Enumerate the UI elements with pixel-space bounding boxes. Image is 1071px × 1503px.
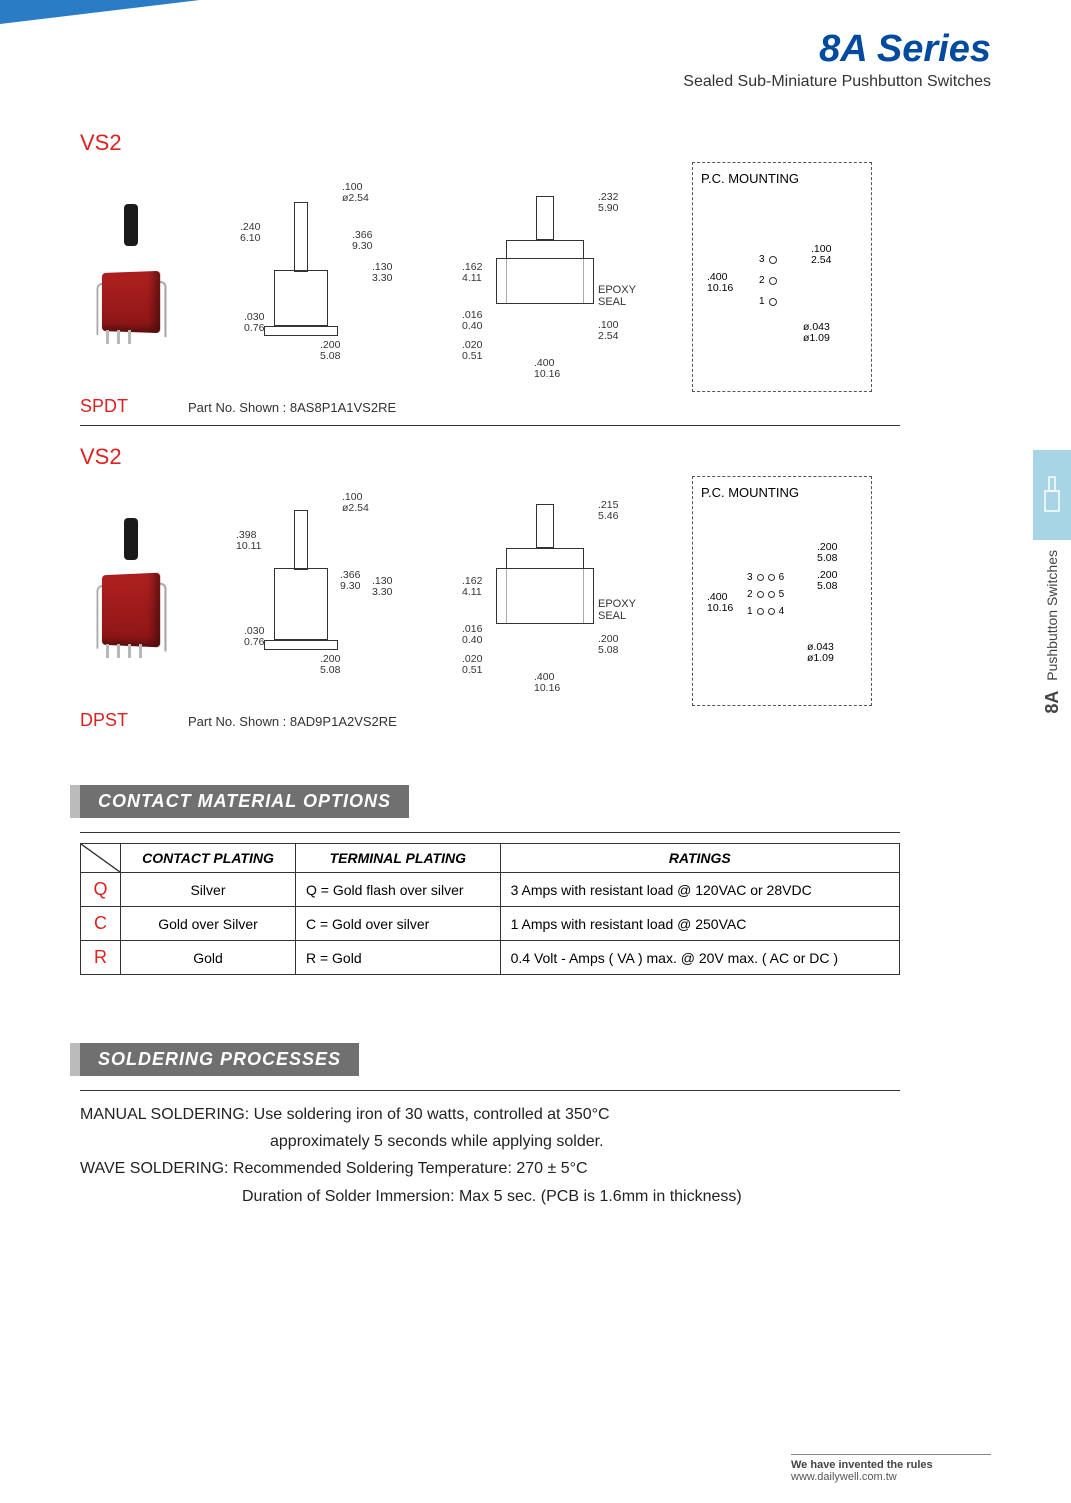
wave-line2: Duration of Solder Immersion: Max 5 sec.… bbox=[242, 1183, 900, 1210]
series-subtitle: Sealed Sub-Miniature Pushbutton Switches bbox=[683, 73, 991, 91]
wave-line1: Recommended Soldering Temperature: 270 ±… bbox=[233, 1160, 588, 1177]
pc-mounting-spdt: P.C. MOUNTING 3 2 1 .40010.16 .1002.54 ø… bbox=[692, 162, 872, 392]
variant-label-1: VS2 bbox=[80, 130, 900, 156]
front-diagram-spdt: .100ø2.54 .2406.10 .3669.30 .1303.30 .03… bbox=[204, 162, 424, 372]
table-row: Q Silver Q = Gold flash over silver 3 Am… bbox=[81, 873, 900, 907]
main-content: VS2 .100ø2.54 .2406.10 .3669.30 .1303.30… bbox=[80, 130, 900, 1210]
type-spdt: SPDT bbox=[80, 396, 128, 417]
manual-line1: Use soldering iron of 30 watts, controll… bbox=[254, 1106, 610, 1123]
dpst-row: .100ø2.54 .39810.11 .3669.30 .1303.30 .0… bbox=[80, 476, 900, 706]
manual-soldering-label: MANUAL SOLDERING: bbox=[80, 1106, 249, 1123]
type-dpst: DPST bbox=[80, 710, 128, 731]
footer-url: www.dailywell.com.tw bbox=[791, 1471, 991, 1483]
side-tab-label: 8A Pushbutton Switches bbox=[1042, 550, 1063, 714]
manual-line2: approximately 5 seconds while applying s… bbox=[270, 1128, 900, 1155]
product-photo-dpst bbox=[80, 516, 180, 656]
col-terminal: TERMINAL PLATING bbox=[295, 844, 500, 873]
corner-decoration bbox=[0, 0, 200, 24]
page-header: 8A Series Sealed Sub-Miniature Pushbutto… bbox=[683, 28, 991, 91]
footer-tagline: We have invented the rules bbox=[791, 1459, 991, 1471]
divider bbox=[80, 1090, 900, 1091]
pc-mounting-title: P.C. MOUNTING bbox=[701, 485, 863, 500]
col-contact: CONTACT PLATING bbox=[121, 844, 296, 873]
table-row: C Gold over Silver C = Gold over silver … bbox=[81, 907, 900, 941]
contact-material-table: CONTACT PLATING TERMINAL PLATING RATINGS… bbox=[80, 843, 900, 975]
spdt-row: .100ø2.54 .2406.10 .3669.30 .1303.30 .03… bbox=[80, 162, 900, 392]
product-photo-spdt bbox=[80, 202, 180, 342]
spdt-footer: SPDT Part No. Shown : 8AS8P1A1VS2RE bbox=[80, 392, 900, 426]
pc-mounting-title: P.C. MOUNTING bbox=[701, 171, 863, 186]
page-footer: We have invented the rules www.dailywell… bbox=[791, 1454, 991, 1483]
divider bbox=[80, 832, 900, 833]
dpst-footer: DPST Part No. Shown : 8AD9P1A2VS2RE bbox=[80, 706, 900, 739]
col-ratings: RATINGS bbox=[500, 844, 899, 873]
series-title: 8A Series bbox=[683, 28, 991, 71]
pc-mounting-dpst: P.C. MOUNTING 36 25 14 .40010.16 .2005.0… bbox=[692, 476, 872, 706]
diag-header-cell bbox=[81, 844, 121, 873]
pushbutton-icon bbox=[1033, 450, 1071, 540]
variant-label-2: VS2 bbox=[80, 444, 900, 470]
soldering-text: MANUAL SOLDERING: Use soldering iron of … bbox=[80, 1101, 900, 1210]
table-row: R Gold R = Gold 0.4 Volt - Amps ( VA ) m… bbox=[81, 941, 900, 975]
soldering-heading: SOLDERING PROCESSES bbox=[70, 1043, 359, 1076]
front-diagram-dpst: .100ø2.54 .39810.11 .3669.30 .1303.30 .0… bbox=[204, 476, 424, 686]
wave-soldering-label: WAVE SOLDERING: bbox=[80, 1160, 228, 1177]
partno-dpst: Part No. Shown : 8AD9P1A2VS2RE bbox=[188, 714, 900, 729]
contact-material-heading: CONTACT MATERIAL OPTIONS bbox=[70, 785, 409, 818]
table-header-row: CONTACT PLATING TERMINAL PLATING RATINGS bbox=[81, 844, 900, 873]
side-tab: 8A Pushbutton Switches bbox=[1033, 450, 1071, 714]
side-diagram-spdt: .2325.90 .1624.11 .0160.40 .0200.51 EPOX… bbox=[448, 162, 668, 372]
partno-spdt: Part No. Shown : 8AS8P1A1VS2RE bbox=[188, 400, 900, 415]
side-diagram-dpst: .2155.46 .1624.11 .0160.40 .0200.51 EPOX… bbox=[448, 476, 668, 686]
